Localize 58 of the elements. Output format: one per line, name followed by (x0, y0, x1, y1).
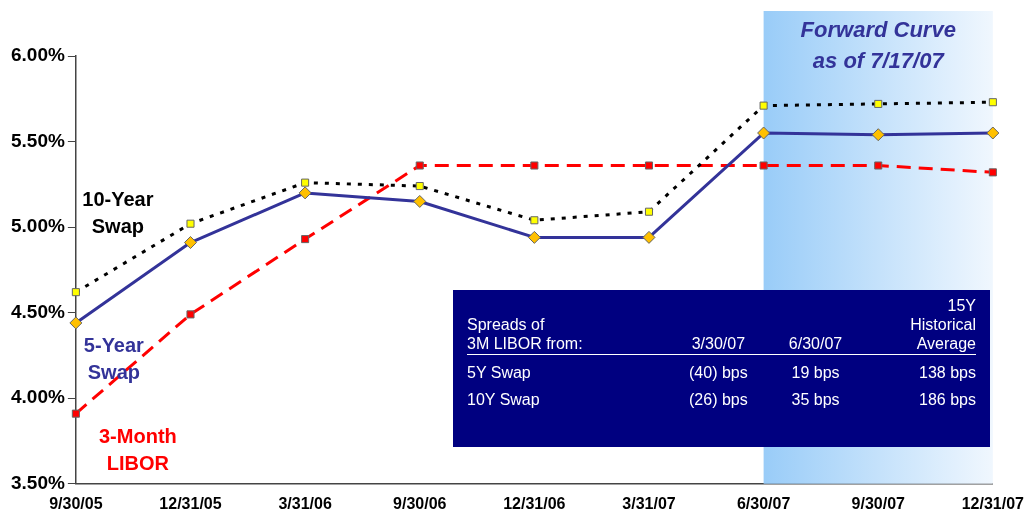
x-tick-label: 9/30/06 (393, 494, 447, 512)
series-label: 5-Year Swap (83, 334, 145, 384)
x-tick-label: 12/31/06 (503, 494, 566, 512)
x-tick-label: 3/31/06 (278, 494, 332, 512)
point (69, 316, 83, 330)
point (71, 409, 80, 418)
annotation: (26) bps (688, 390, 749, 409)
y-tick-label: 5.50% (11, 129, 65, 151)
point (757, 126, 771, 140)
point (986, 126, 1000, 140)
point (759, 161, 768, 170)
annotation: 15Y Historical Average (909, 296, 976, 354)
annotation: 10Y Swap (467, 390, 541, 409)
x-tick-label: 3/31/07 (622, 494, 676, 512)
point (413, 194, 427, 208)
x-tick-label: 12/31/07 (961, 494, 1025, 512)
point (184, 236, 197, 250)
point (871, 128, 885, 142)
y-tick-label: 3.50% (11, 472, 65, 494)
annotation: 6/30/07 (787, 334, 844, 354)
point (71, 288, 80, 297)
annotation: 186 bps (918, 390, 976, 409)
x-tick-label: 9/30/05 (49, 494, 103, 512)
point (530, 161, 539, 170)
point (301, 235, 310, 244)
point (644, 161, 654, 170)
point (301, 178, 310, 187)
point (988, 98, 997, 107)
point (186, 310, 195, 319)
y-tick-label: 4.00% (11, 386, 65, 408)
x-tick-label: 6/30/07 (736, 494, 791, 512)
annotation: 35 bps (790, 390, 841, 409)
point (874, 99, 883, 108)
point (642, 230, 656, 244)
x-tick-label: 12/31/05 (159, 494, 222, 512)
point (988, 168, 997, 177)
point (874, 161, 883, 170)
annotation: 5Y Swap (467, 363, 532, 382)
point (530, 216, 539, 225)
y-tick-label: 6.00% (11, 44, 65, 66)
band-label: Forward Curve as of 7/17/07 (800, 17, 956, 74)
point (759, 101, 768, 110)
point (186, 219, 195, 228)
point (415, 161, 424, 170)
point (644, 207, 654, 216)
annotation: 138 bps (918, 363, 976, 382)
annotation: Spreads of 3M LIBOR from: (467, 315, 584, 354)
annotation: 19 bps (790, 363, 841, 382)
annotation: 3/30/07 (690, 334, 747, 354)
series-label: 10-Year Swap (82, 187, 154, 237)
y-tick-label: 4.50% (11, 300, 65, 322)
x-tick-label: 9/30/07 (851, 494, 906, 512)
point (298, 186, 312, 200)
y-tick-label: 5.00% (11, 215, 65, 237)
annotation: (40) bps (688, 363, 749, 382)
point (527, 230, 541, 244)
series-label: 3-Month LIBOR (98, 425, 177, 475)
point (415, 182, 424, 191)
